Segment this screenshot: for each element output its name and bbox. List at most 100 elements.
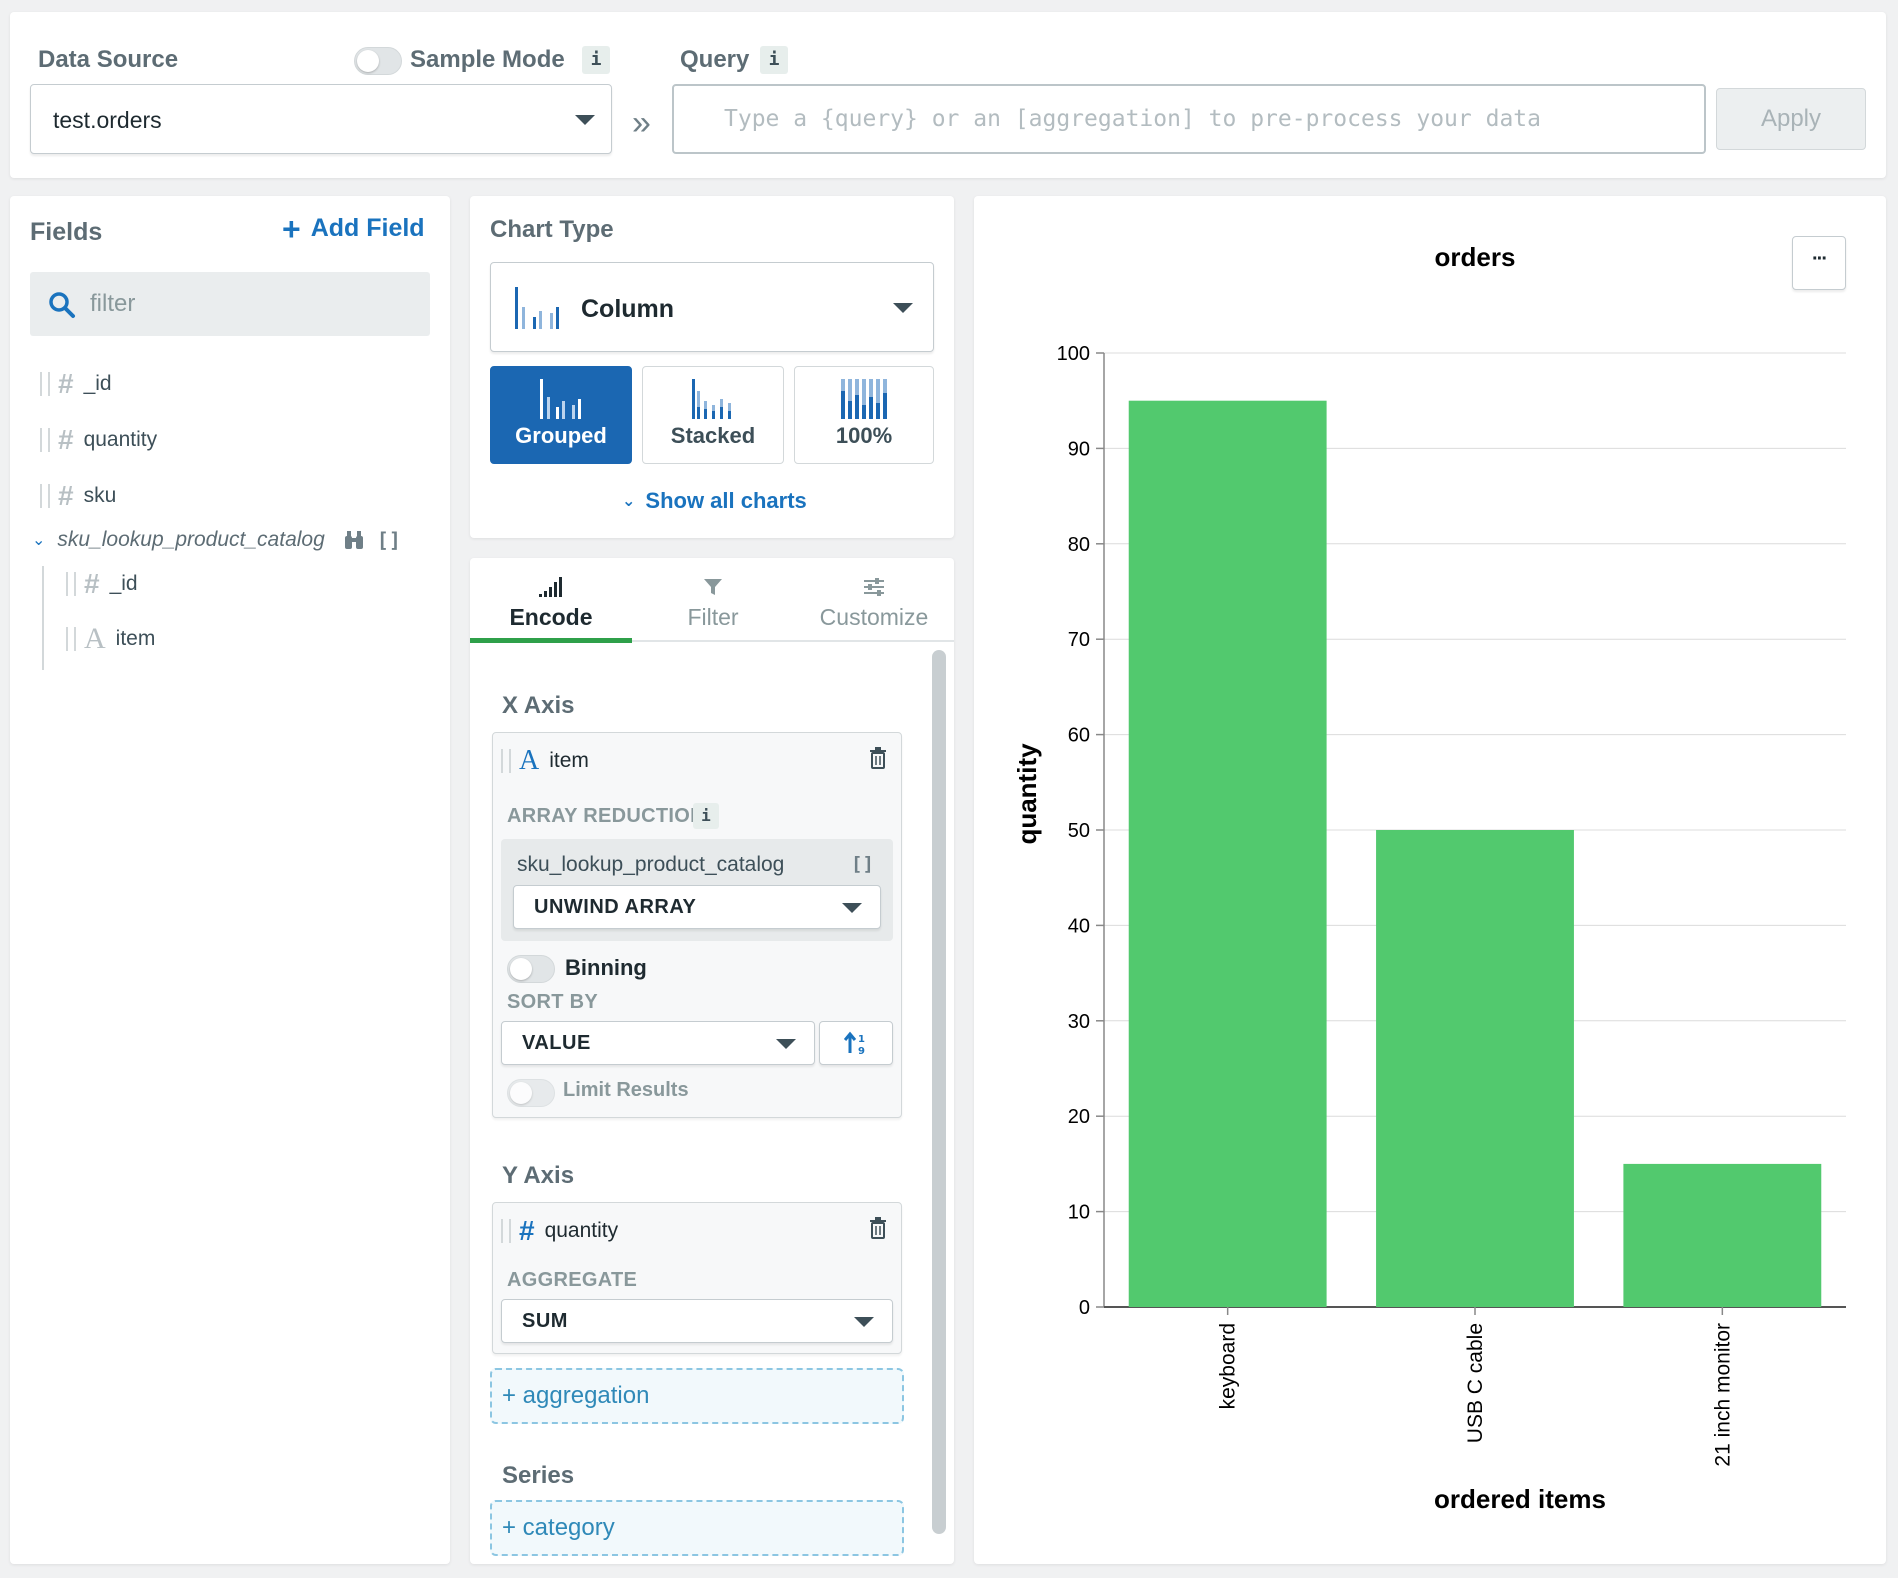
x-axis-card: A item ARRAY REDUCTIONS i sku_lookup_pro… (492, 732, 902, 1118)
field-sub-item[interactable]: A item (66, 622, 155, 656)
binning-toggle[interactable] (507, 955, 555, 983)
sort-direction-button[interactable]: 1 9 (819, 1021, 893, 1065)
tab-customize[interactable]: Customize (794, 576, 954, 631)
chart-menu-button[interactable]: ··· (1792, 236, 1846, 290)
x-field-name: item (549, 749, 589, 772)
sort-by-label: SORT BY (507, 991, 598, 1013)
chevron-down-icon (776, 1039, 796, 1049)
binoculars-icon[interactable] (343, 530, 365, 550)
bar (1128, 400, 1327, 1307)
svg-text:1: 1 (858, 1034, 865, 1045)
number-type-icon: # (58, 480, 74, 511)
limit-results-label: Limit Results (563, 1079, 689, 1101)
x-axis-title: ordered items (1434, 1484, 1606, 1514)
aggregate-select[interactable]: SUM (501, 1299, 893, 1343)
number-type-icon: # (84, 568, 100, 599)
field-item[interactable]: # sku (40, 480, 116, 512)
field-name: _id (109, 572, 138, 595)
add-field-button[interactable]: + Add Field (282, 213, 425, 245)
apply-button[interactable]: Apply (1716, 88, 1866, 150)
sort-by-select[interactable]: VALUE (501, 1021, 815, 1065)
number-type-icon: # (58, 424, 74, 455)
chart-type-select[interactable]: Column (490, 262, 934, 352)
array-method-value: UNWIND ARRAY (534, 896, 697, 918)
fields-filter-input[interactable]: filter (30, 272, 430, 336)
field-name: sku (83, 484, 117, 507)
y-tick-label: 50 (1068, 820, 1090, 842)
array-type-icon: [] (851, 853, 874, 875)
fields-panel: Fields + Add Field filter # _id # quanti… (10, 196, 450, 1564)
field-name: quantity (83, 428, 158, 451)
drag-handle-icon (66, 572, 76, 596)
add-category-button[interactable]: + category (490, 1500, 904, 1556)
query-input[interactable]: Type a {query} or an [aggregation] to pr… (672, 84, 1706, 154)
sample-mode-label: Sample Mode (410, 46, 565, 73)
field-sub-item[interactable]: # _id (66, 568, 138, 600)
y-tick-label: 40 (1068, 915, 1090, 937)
x-tick-label: 21 inch monitor (1711, 1323, 1734, 1467)
chart-type-value: Column (581, 295, 675, 323)
data-source-select[interactable]: test.orders (30, 84, 612, 154)
encode-scrollbar[interactable] (932, 650, 946, 1534)
trash-icon[interactable] (869, 1217, 887, 1239)
more-icon: ··· (1812, 248, 1828, 270)
array-method-select[interactable]: UNWIND ARRAY (513, 885, 881, 929)
array-reductions-info-icon[interactable]: i (693, 803, 719, 829)
aggregate-label: AGGREGATE (507, 1269, 638, 1291)
y-field-pill[interactable]: # quantity (501, 1215, 618, 1247)
sort-by-value: VALUE (522, 1032, 591, 1054)
data-source-label: Data Source (38, 46, 179, 73)
trash-icon[interactable] (869, 747, 887, 769)
y-tick-label: 60 (1068, 725, 1090, 747)
aggregate-value: SUM (522, 1310, 568, 1332)
chevron-down-icon (854, 1317, 874, 1327)
grouped-variant-button[interactable]: Grouped (490, 366, 632, 464)
stacked-variant-button[interactable]: Stacked (642, 366, 784, 464)
fields-title: Fields (30, 218, 103, 246)
drag-handle-icon (501, 1219, 511, 1243)
field-item-array[interactable]: ⌄ sku_lookup_product_catalog [] (32, 528, 401, 552)
y-tick-label: 90 (1068, 438, 1090, 460)
add-aggregation-button[interactable]: + aggregation (490, 1368, 904, 1424)
filter-placeholder: filter (90, 290, 136, 317)
percent-column-icon (841, 379, 887, 419)
column-chart-icon (515, 287, 559, 329)
tree-guide (42, 566, 44, 670)
y-axis-card: # quantity AGGREGATE SUM (492, 1202, 902, 1354)
tab-encode[interactable]: Encode (470, 576, 632, 631)
add-category-label: + category (502, 1514, 615, 1541)
field-name: item (115, 627, 156, 650)
data-source-value: test.orders (53, 107, 162, 133)
string-type-icon: A (84, 622, 106, 655)
chevron-down-icon: ⌄ (32, 532, 46, 549)
sample-mode-toggle[interactable] (354, 47, 402, 75)
y-tick-label: 70 (1068, 629, 1090, 651)
bar (1376, 830, 1574, 1307)
drag-handle-icon (40, 372, 50, 396)
active-tab-indicator (470, 638, 632, 643)
field-item[interactable]: # quantity (40, 424, 157, 456)
tab-filter[interactable]: Filter (632, 576, 794, 631)
add-field-label: Add Field (310, 214, 425, 242)
query-info-icon[interactable]: i (760, 46, 788, 74)
x-tick-label: USB C cable (1464, 1323, 1487, 1443)
drag-handle-icon (40, 484, 50, 508)
sample-mode-info-icon[interactable]: i (582, 46, 610, 74)
show-all-charts-link[interactable]: ⌄ Show all charts (622, 488, 807, 514)
percent-variant-button[interactable]: 100% (794, 366, 934, 464)
chevron-down-icon (842, 903, 862, 913)
show-all-charts-label: Show all charts (645, 488, 807, 513)
chevron-down-icon (893, 303, 913, 313)
y-axis-title: Y Axis (502, 1162, 575, 1189)
binning-label: Binning (565, 955, 647, 980)
limit-results-toggle[interactable] (507, 1079, 555, 1107)
array-reduction-box: sku_lookup_product_catalog [] UNWIND ARR… (501, 839, 893, 941)
sort-ascending-icon: 1 9 (844, 1031, 865, 1057)
chart-type-panel: Chart Type Column Grouped (470, 196, 954, 538)
chart-type-title: Chart Type (490, 216, 614, 243)
y-tick-label: 20 (1068, 1106, 1090, 1128)
chart-title: orders (1435, 242, 1516, 272)
y-tick-label: 30 (1068, 1011, 1090, 1033)
field-item[interactable]: # _id (40, 368, 112, 400)
x-field-pill[interactable]: A item (501, 745, 589, 777)
